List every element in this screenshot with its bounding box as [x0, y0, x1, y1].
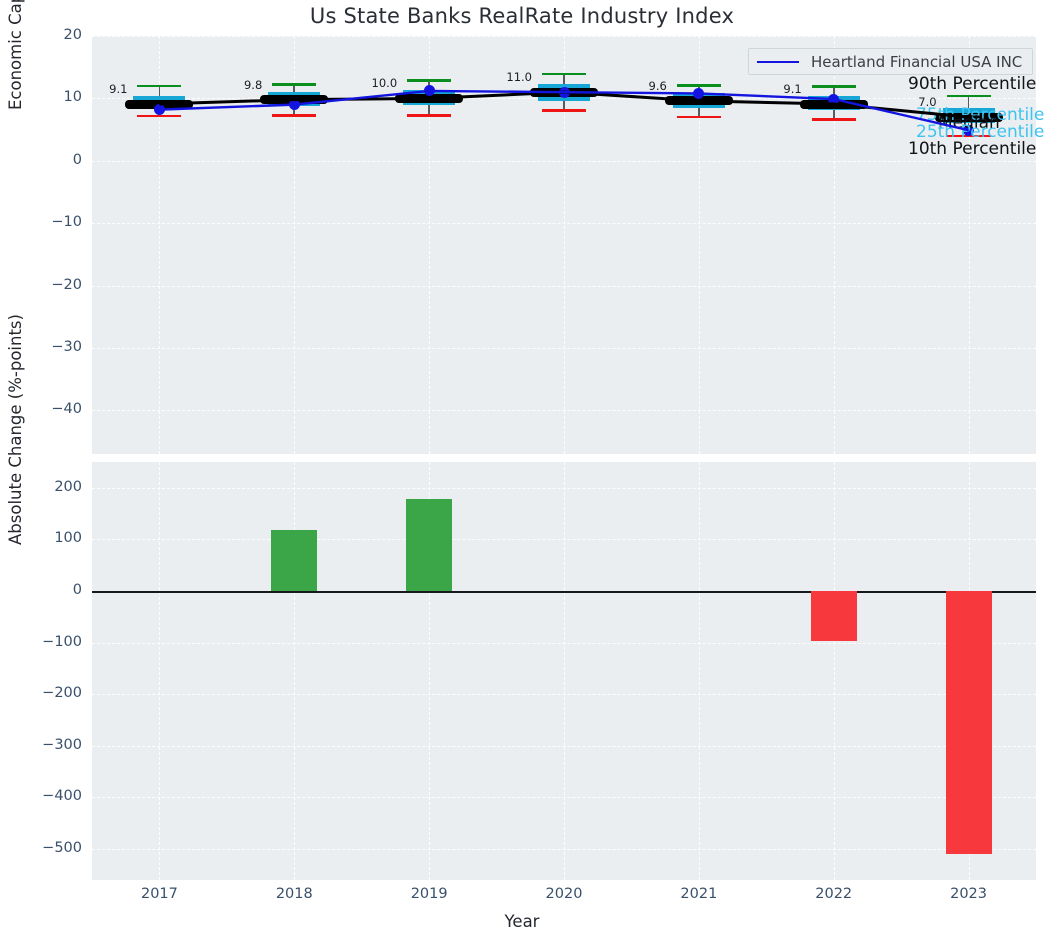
series-overlay: [0, 0, 1044, 942]
company-series-line: [159, 91, 968, 130]
chart-root: Us State Banks RealRate Industry Index E…: [0, 0, 1044, 942]
